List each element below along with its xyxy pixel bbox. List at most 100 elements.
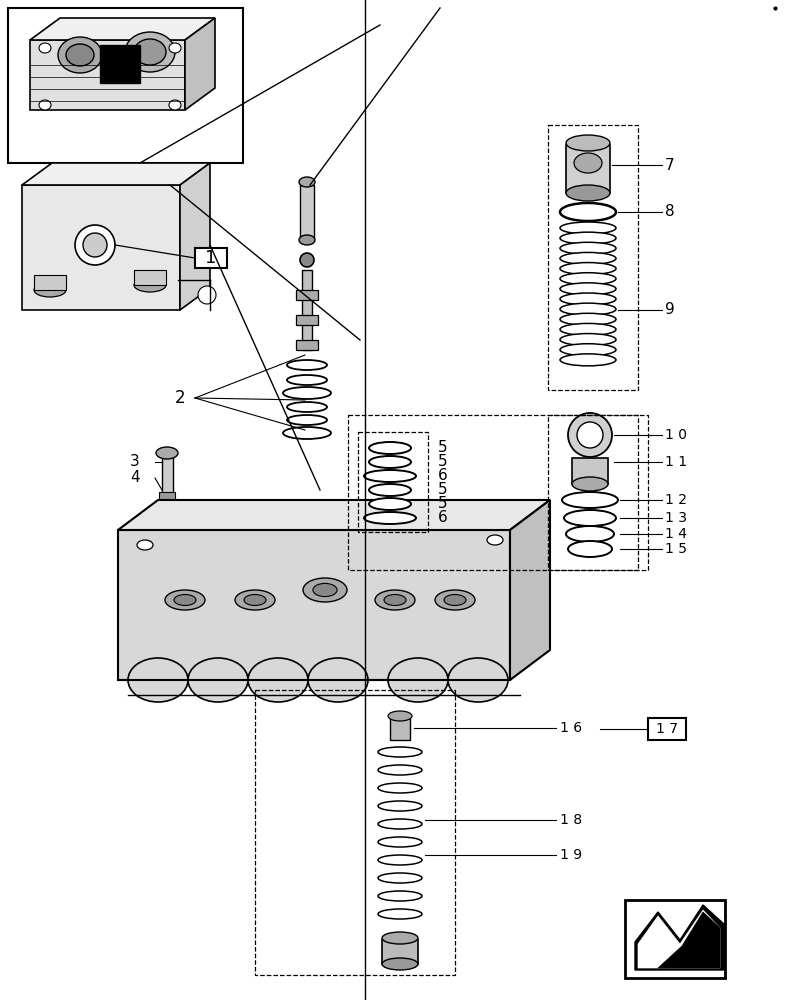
Ellipse shape — [313, 583, 337, 597]
Ellipse shape — [560, 273, 616, 285]
Ellipse shape — [39, 100, 51, 110]
Bar — [296, 340, 318, 350]
Ellipse shape — [308, 658, 368, 702]
Ellipse shape — [34, 283, 66, 297]
Ellipse shape — [382, 932, 418, 944]
Ellipse shape — [58, 37, 102, 73]
Ellipse shape — [145, 508, 189, 524]
Ellipse shape — [562, 492, 618, 508]
Text: 1 3: 1 3 — [665, 511, 687, 525]
Bar — [134, 270, 166, 285]
Ellipse shape — [444, 594, 466, 605]
Bar — [625, 900, 725, 978]
Text: 1 9: 1 9 — [560, 848, 582, 862]
Ellipse shape — [134, 39, 166, 65]
Ellipse shape — [560, 263, 616, 275]
Polygon shape — [635, 905, 725, 970]
Bar — [8, 8, 243, 163]
Ellipse shape — [125, 32, 175, 72]
Bar — [300, 185, 314, 240]
Ellipse shape — [299, 235, 315, 245]
Ellipse shape — [378, 783, 422, 793]
Ellipse shape — [244, 594, 266, 605]
Text: 1 4: 1 4 — [665, 527, 687, 541]
Ellipse shape — [248, 658, 308, 702]
Ellipse shape — [287, 360, 327, 370]
Ellipse shape — [369, 498, 411, 510]
Ellipse shape — [487, 535, 503, 545]
Ellipse shape — [435, 590, 475, 610]
Ellipse shape — [169, 100, 181, 110]
Ellipse shape — [448, 658, 508, 702]
Ellipse shape — [560, 344, 616, 356]
Bar — [162, 455, 173, 507]
Ellipse shape — [283, 387, 331, 399]
Ellipse shape — [560, 293, 616, 305]
Bar — [358, 432, 428, 532]
Ellipse shape — [134, 278, 166, 292]
Text: 1 1: 1 1 — [665, 455, 687, 469]
Polygon shape — [118, 500, 550, 530]
Text: 1 7: 1 7 — [656, 722, 678, 736]
Polygon shape — [22, 185, 180, 310]
Bar — [548, 125, 638, 390]
Polygon shape — [180, 163, 210, 310]
Ellipse shape — [568, 413, 612, 457]
Polygon shape — [30, 40, 185, 110]
Ellipse shape — [188, 658, 248, 702]
Text: 5: 5 — [438, 440, 448, 456]
Text: 1 0: 1 0 — [665, 428, 687, 442]
Ellipse shape — [560, 242, 616, 254]
Bar — [548, 415, 638, 570]
Text: 6: 6 — [438, 468, 448, 484]
Bar — [159, 492, 175, 504]
Ellipse shape — [566, 185, 610, 201]
Ellipse shape — [156, 447, 178, 459]
Ellipse shape — [303, 578, 347, 602]
Ellipse shape — [388, 711, 412, 721]
Polygon shape — [30, 18, 215, 40]
Text: 9: 9 — [665, 302, 675, 318]
Text: 1: 1 — [206, 249, 217, 267]
Ellipse shape — [75, 225, 115, 265]
Bar — [648, 718, 686, 740]
Bar — [382, 940, 418, 964]
Ellipse shape — [378, 747, 422, 757]
Bar — [34, 275, 66, 290]
Text: 1 8: 1 8 — [560, 813, 582, 827]
Ellipse shape — [560, 313, 616, 325]
Ellipse shape — [364, 470, 416, 482]
Ellipse shape — [572, 477, 608, 491]
Ellipse shape — [39, 43, 51, 53]
Ellipse shape — [378, 837, 422, 847]
Bar — [296, 315, 318, 325]
Ellipse shape — [382, 958, 418, 970]
Ellipse shape — [287, 375, 327, 385]
Ellipse shape — [560, 354, 616, 366]
Ellipse shape — [169, 43, 181, 53]
Ellipse shape — [128, 658, 188, 702]
Ellipse shape — [566, 135, 610, 151]
Ellipse shape — [378, 819, 422, 829]
Ellipse shape — [560, 303, 616, 315]
Text: 1 2: 1 2 — [665, 493, 687, 507]
Ellipse shape — [287, 415, 327, 425]
Text: 5: 5 — [438, 483, 448, 497]
Ellipse shape — [560, 283, 616, 295]
Ellipse shape — [287, 402, 327, 412]
Bar — [296, 290, 318, 300]
Text: 3: 3 — [130, 454, 139, 470]
Ellipse shape — [568, 541, 612, 557]
Ellipse shape — [299, 177, 315, 187]
Ellipse shape — [378, 891, 422, 901]
Ellipse shape — [235, 590, 275, 610]
Bar — [390, 718, 410, 740]
Text: 6: 6 — [438, 510, 448, 526]
Bar — [566, 145, 610, 193]
Text: 4: 4 — [130, 471, 139, 486]
Ellipse shape — [83, 233, 107, 257]
Ellipse shape — [378, 801, 422, 811]
Text: 2: 2 — [175, 389, 186, 407]
Text: 1 6: 1 6 — [560, 721, 582, 735]
Polygon shape — [185, 18, 215, 110]
